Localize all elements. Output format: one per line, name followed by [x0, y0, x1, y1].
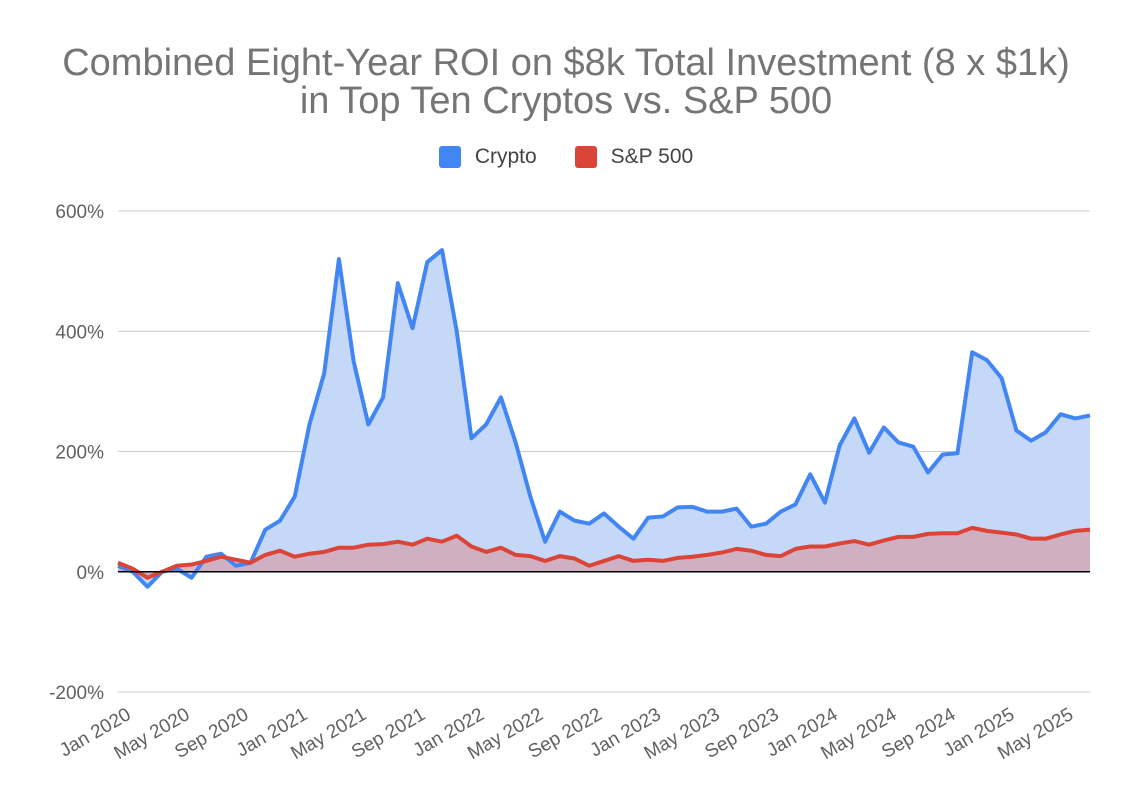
area-sp500 [118, 527, 1090, 578]
chart-title: Combined Eight-Year ROI on $8k Total Inv… [62, 42, 1070, 84]
legend-label-sp500: S&P 500 [610, 145, 694, 168]
series-line-sp500 [117, 525, 1091, 580]
legend-item-crypto[interactable]: Crypto [438, 145, 537, 169]
y-tick-label: 0% [77, 563, 105, 584]
legend-label-crypto: Crypto [474, 145, 537, 168]
legend-swatch-crypto [438, 146, 461, 168]
y-tick-label: 200% [55, 443, 104, 464]
legend-swatch-sp500 [574, 146, 597, 168]
chart-subtitle: in Top Ten Cryptos vs. S&P 500 [299, 80, 833, 122]
area-crypto [118, 250, 1090, 587]
legend-item-sp500[interactable]: S&P 500 [574, 145, 694, 169]
legend: Crypto S&P 500 [0, 145, 1132, 169]
y-tick-label: 400% [55, 322, 104, 343]
series-line-crypto [117, 248, 1091, 589]
y-tick-label: 600% [55, 202, 104, 223]
y-tick-label: -200% [49, 683, 104, 704]
